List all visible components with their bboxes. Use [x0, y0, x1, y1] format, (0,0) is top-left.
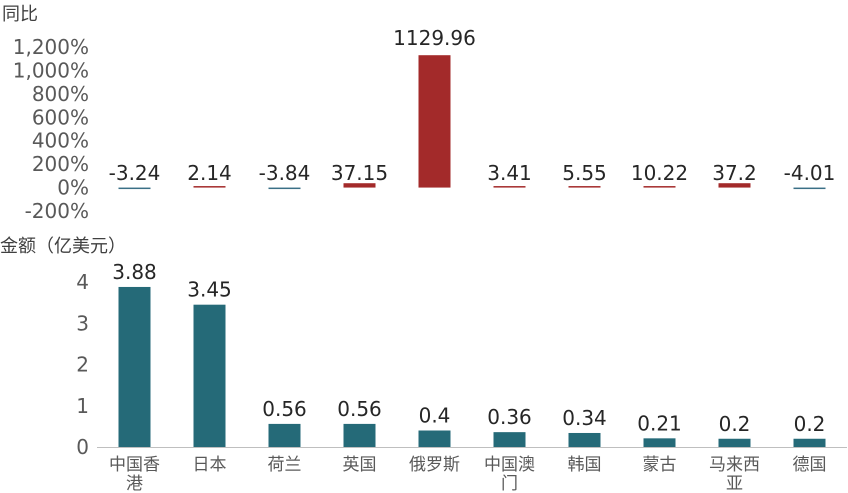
yoy-data-label: -3.24: [109, 161, 161, 185]
amount-y-tick-label: 2: [76, 353, 89, 377]
amount-y-tick-label: 0: [76, 435, 89, 459]
yoy-y-tick-label: 200%: [32, 152, 89, 176]
yoy-bar: [418, 55, 451, 188]
amount-y-tick-label: 1: [76, 394, 89, 418]
yoy-data-label: -3.84: [259, 161, 311, 185]
yoy-data-label: 10.22: [631, 161, 688, 185]
amount-bar: [493, 432, 526, 447]
amount-data-label: 0.2: [719, 412, 751, 436]
yoy-data-label: 1129.96: [393, 26, 476, 50]
amount-axis-title: 金额（亿美元）: [0, 236, 126, 257]
amount-data-label: 0.34: [562, 406, 607, 430]
amount-bar: [568, 432, 601, 447]
yoy-data-label: 2.14: [187, 161, 232, 185]
amount-bar: [343, 423, 376, 447]
yoy-bar-chart: 1,200%1,000%800%600%400%200%0%-200% -3.24…: [13, 26, 836, 223]
x-category-label: 俄罗斯: [409, 455, 460, 475]
amount-bar: [193, 304, 226, 447]
x-category-label: 港: [126, 474, 143, 493]
amount-bar: [118, 286, 151, 447]
amount-y-tick-label: 4: [76, 270, 89, 294]
yoy-data-label: 5.55: [562, 161, 607, 185]
yoy-axis-title: 同比: [2, 4, 38, 25]
yoy-y-tick-label: 800%: [32, 82, 89, 106]
amount-data-label: 0.4: [419, 404, 451, 428]
amount-bar: [418, 430, 451, 447]
yoy-bar: [643, 186, 676, 188]
amount-bar: [718, 438, 751, 447]
yoy-bar: [268, 187, 301, 190]
yoy-y-tick-label: 1,200%: [13, 35, 89, 59]
amount-data-label: 0.56: [262, 397, 307, 421]
yoy-data-label: 37.15: [331, 161, 388, 185]
amount-data-label: 0.36: [487, 405, 532, 429]
yoy-data-label: -4.01: [784, 161, 836, 185]
yoy-bar: [718, 183, 751, 188]
amount-bar: [268, 423, 301, 447]
yoy-bar: [118, 187, 151, 190]
amount-bar: [793, 438, 826, 447]
x-category-label: 蒙古: [643, 455, 677, 475]
x-category-label: 英国: [343, 455, 377, 475]
x-category-label: 亚: [726, 474, 743, 493]
amount-data-label: 3.45: [187, 278, 232, 302]
amount-y-tick-label: 3: [76, 311, 89, 335]
yoy-bar: [568, 186, 601, 188]
amount-data-label: 0.21: [637, 411, 682, 435]
x-category-label: 日本: [193, 455, 227, 475]
yoy-bar: [793, 187, 826, 190]
yoy-bar: [193, 186, 226, 188]
x-category-label: 德国: [793, 455, 827, 475]
yoy-bar: [493, 186, 526, 188]
yoy-y-tick-label: 400%: [32, 129, 89, 153]
x-category-label: 中国澳: [484, 455, 535, 475]
amount-data-label: 0.56: [337, 397, 382, 421]
amount-data-label: 3.88: [112, 260, 157, 284]
yoy-y-tick-label: 1,000%: [13, 58, 89, 82]
yoy-y-tick-label: 0%: [57, 176, 89, 200]
yoy-data-label: 37.2: [712, 161, 757, 185]
yoy-y-tick-label: 600%: [32, 105, 89, 129]
x-category-label: 荷兰: [268, 455, 302, 475]
yoy-y-tick-label: -200%: [25, 199, 89, 223]
yoy-data-label: 3.41: [487, 161, 532, 185]
yoy-bar: [343, 183, 376, 188]
x-category-label: 中国香: [109, 455, 160, 475]
x-category-label: 马来西: [709, 455, 760, 475]
amount-bar: [643, 438, 676, 447]
x-category-label: 韩国: [568, 455, 602, 475]
amount-data-label: 0.2: [794, 412, 826, 436]
x-category-label: 门: [501, 474, 518, 493]
